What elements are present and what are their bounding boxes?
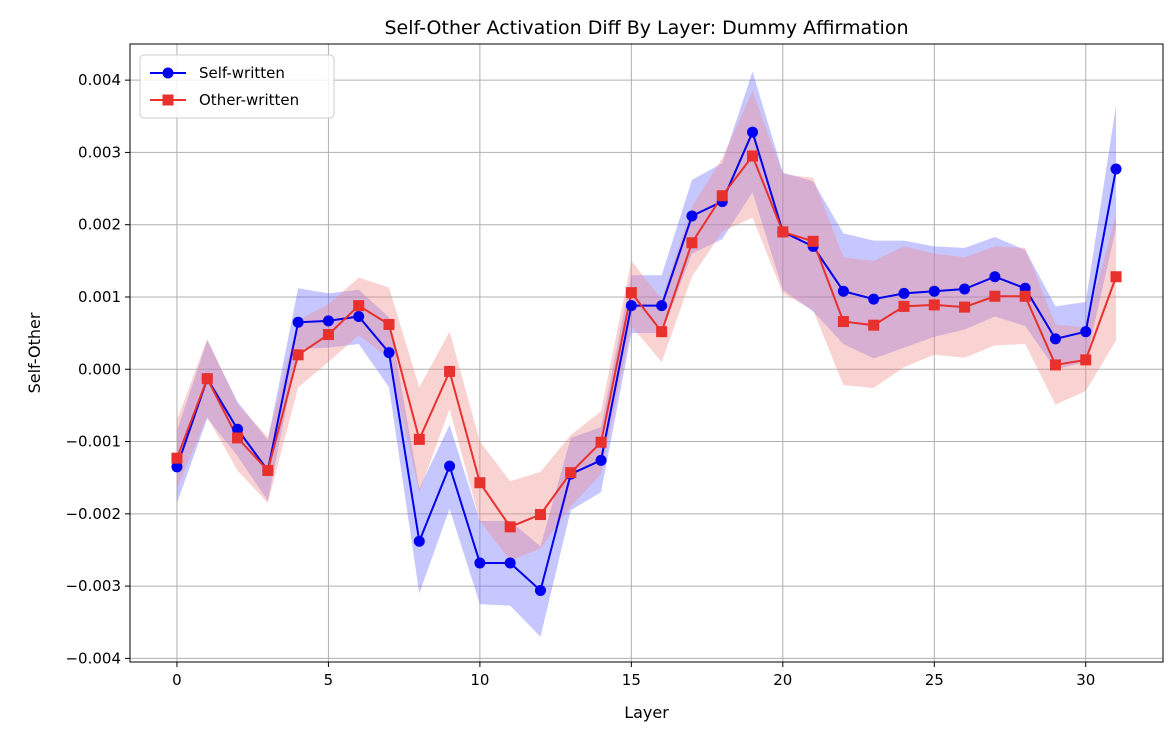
other-written-point xyxy=(898,300,910,312)
x-tick-label: 0 xyxy=(172,671,182,689)
self-written-point xyxy=(171,461,183,473)
self-written-point xyxy=(353,310,365,322)
other-written-point xyxy=(837,316,849,328)
other-written-point xyxy=(1049,359,1061,371)
y-tick-label: 0.004 xyxy=(78,71,121,89)
y-axis: −0.004 −0.003 −0.002 −0.001 0.000 0.001 0.002 0… xyxy=(65,71,130,667)
y-tick-label: 0.001 xyxy=(78,288,121,306)
series-markers xyxy=(171,126,1122,596)
other-written-point xyxy=(232,432,244,444)
y-axis-label: Self-Other xyxy=(25,312,44,393)
other-written-point xyxy=(383,318,395,330)
self-written-legend-marker xyxy=(162,67,174,79)
y-tick-label: −0.001 xyxy=(65,433,121,451)
x-tick-label: 20 xyxy=(773,671,792,689)
x-tick-label: 30 xyxy=(1076,671,1095,689)
y-tick-label: −0.004 xyxy=(65,649,121,667)
other-written-point xyxy=(322,329,334,341)
other-written-point xyxy=(444,365,456,377)
other-written-point xyxy=(777,226,789,238)
other-written-point xyxy=(868,319,880,331)
self-written-point xyxy=(656,300,668,312)
other-written-band xyxy=(176,90,1117,561)
y-tick-label: −0.003 xyxy=(65,577,121,595)
other-written-point xyxy=(171,452,183,464)
self-written-point xyxy=(534,584,546,596)
self-written-point xyxy=(383,347,395,359)
x-tick-label: 5 xyxy=(324,671,334,689)
self-written-point xyxy=(504,557,516,569)
self-written-point xyxy=(232,423,244,435)
x-tick-label: 15 xyxy=(622,671,641,689)
self-written-point xyxy=(292,316,304,328)
legend-box xyxy=(139,54,335,119)
other-written-point xyxy=(959,301,971,313)
other-written-point xyxy=(262,464,274,476)
y-tick-label: 0.000 xyxy=(78,360,121,378)
other-written-point xyxy=(1019,290,1031,302)
other-written-legend-marker xyxy=(162,94,174,106)
x-tick-label: 25 xyxy=(925,671,944,689)
other-written-point xyxy=(474,477,486,489)
other-written-point xyxy=(201,373,213,385)
other-written-point xyxy=(292,349,304,361)
other-written-point xyxy=(565,467,577,479)
self-written-point xyxy=(595,454,607,466)
other-written-point xyxy=(716,190,728,202)
self-written-point xyxy=(747,126,759,138)
other-written-point xyxy=(1110,271,1122,283)
self-written-point xyxy=(322,315,334,327)
x-tick-label: 10 xyxy=(470,671,489,689)
legend: Self-written Other-written xyxy=(139,54,335,119)
other-written-point xyxy=(1080,354,1092,366)
self-written-point xyxy=(1110,163,1122,175)
other-written-point xyxy=(807,235,819,247)
self-written-point xyxy=(413,535,425,547)
other-written-point xyxy=(504,521,516,533)
self-written-point xyxy=(868,293,880,305)
other-written-point xyxy=(686,237,698,249)
other-written-point xyxy=(625,287,637,299)
self-written-point xyxy=(625,300,637,312)
self-written-point xyxy=(959,283,971,295)
plot-frame xyxy=(129,43,1164,663)
x-axis-label: Layer xyxy=(624,703,669,722)
other-written-legend-label: Other-written xyxy=(199,91,299,109)
self-written-legend-label: Self-written xyxy=(199,64,285,82)
y-tick-label: −0.002 xyxy=(65,505,121,523)
other-written-point xyxy=(534,509,546,521)
self-written-point xyxy=(989,271,1001,283)
x-axis: 0 5 10 15 20 25 30 xyxy=(172,662,1095,689)
self-written-point xyxy=(1049,333,1061,345)
self-written-point xyxy=(474,557,486,569)
other-written-point xyxy=(656,326,668,338)
other-written-point xyxy=(747,150,759,162)
other-written-point xyxy=(413,433,425,445)
self-written-point xyxy=(898,287,910,299)
other-written-point xyxy=(595,436,607,448)
other-written-point xyxy=(989,290,1001,302)
self-written-point xyxy=(837,285,849,297)
self-written-point xyxy=(444,460,456,472)
self-written-point xyxy=(928,285,940,297)
chart-title: Self-Other Activation Diff By Layer: Dum… xyxy=(384,17,908,39)
y-tick-label: 0.002 xyxy=(78,216,121,234)
y-tick-label: 0.003 xyxy=(78,143,121,161)
other-written-point xyxy=(928,299,940,311)
grid xyxy=(130,44,1163,662)
self-written-point xyxy=(686,210,698,222)
self-written-point xyxy=(1080,326,1092,338)
other-written-point xyxy=(353,300,365,312)
